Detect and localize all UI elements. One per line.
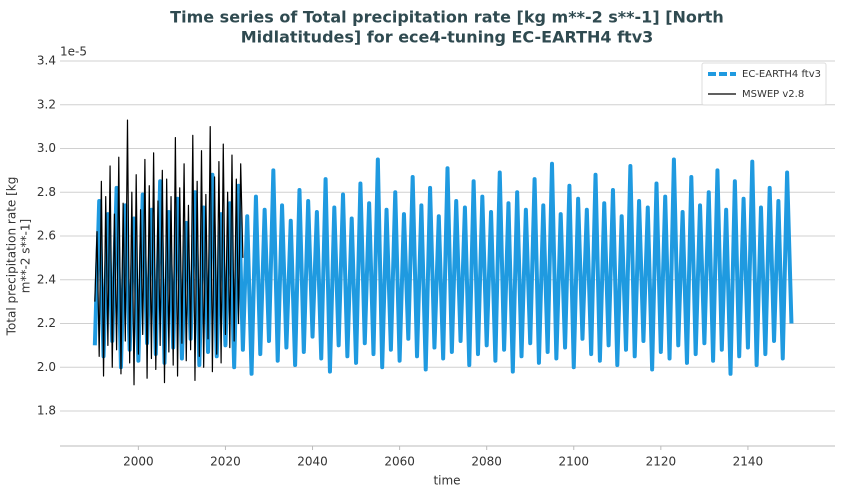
x-tick-label: 2100 [558,455,589,469]
y-axis-label-line: m**-2 s**-1] [19,219,33,293]
legend-label: MSWEP v2.8 [742,89,804,100]
series-line [94,119,244,386]
legend-label: EC-EARTH4 ftv3 [742,69,821,80]
x-axis-label: time [433,474,460,488]
y-tick-label: 3.2 [37,97,56,111]
x-tick-label: 2120 [646,455,677,469]
y-tick-label: 2.6 [37,229,56,243]
y-tick-label: 3.4 [37,54,56,68]
y-tick-label: 2.2 [37,316,56,330]
y-tick-label: 2.0 [37,360,56,374]
x-tick-label: 2040 [297,455,328,469]
y-tick-label: 1.8 [37,404,56,418]
x-tick-label: 2000 [123,455,154,469]
chart-title: Midlatitudes] for ece4-tuning EC-EARTH4 … [241,28,654,47]
y-axis-label-line: Total precipitation rate [kg [5,177,19,337]
y-axis-label: Total precipitation rate [kg m**-2 s**-1… [5,177,33,337]
x-tick-label: 2140 [733,455,764,469]
y-tick-label: 3.0 [37,141,56,155]
x-tick-label: 2060 [384,455,415,469]
x-tick-label: 2020 [210,455,241,469]
y-tick-label: 2.8 [37,185,56,199]
y-tick-label: 2.4 [37,272,56,286]
chart-title: Time series of Total precipitation rate … [170,8,724,27]
y-offset-label: 1e-5 [60,45,87,59]
x-tick-label: 2080 [471,455,502,469]
